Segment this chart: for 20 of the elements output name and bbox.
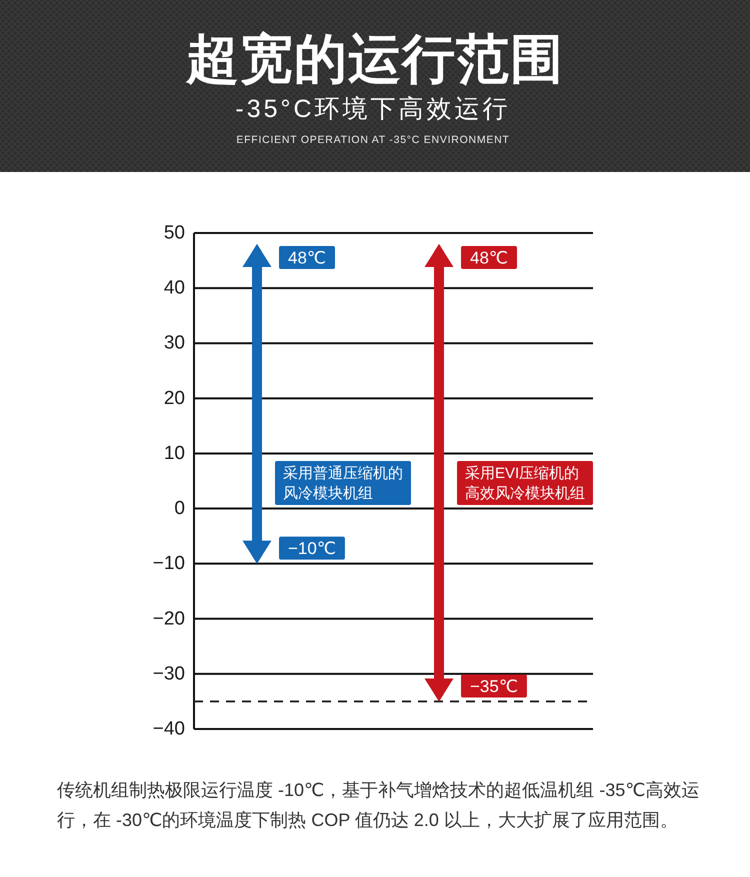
chart-subtitle: -35°C环境下高效运行	[235, 95, 511, 123]
y-tick-label: 40	[164, 278, 185, 299]
x-tick-label: 采用普通压缩机的风冷模块机组	[283, 465, 403, 502]
x-tick-label: 采用EVI压缩机的高效风冷模块机组	[465, 465, 585, 502]
y-tick-label: 20	[164, 388, 185, 409]
annotation: 48℃	[470, 248, 508, 268]
y-tick-label: −10	[152, 553, 185, 574]
y-tick-label: 50	[164, 222, 185, 244]
y-tick-label: −20	[152, 608, 185, 630]
y-tick-label: 0	[174, 498, 185, 520]
y-tick-label: 10	[164, 442, 185, 464]
chart-title: 超宽的运行范围	[185, 30, 564, 89]
text: EFFICIENT OPERATION AT -35°C ENVIRONMENT	[236, 134, 510, 146]
annotation: −35℃	[470, 676, 518, 696]
y-tick-label: −30	[152, 663, 185, 684]
y-tick-label: 30	[164, 332, 185, 354]
text: 传统机组制热极限运行温度 -10℃，基于补气增焓技术的超低温机组 -35℃高效运行，在 -30℃的环境温度下制热 COP 值仍达 2.0 以上，大大扩展了应用范围。	[57, 780, 700, 830]
y-tick-label: −40	[152, 718, 185, 740]
annotation: 48℃	[288, 248, 326, 268]
annotation: −10℃	[288, 538, 336, 558]
